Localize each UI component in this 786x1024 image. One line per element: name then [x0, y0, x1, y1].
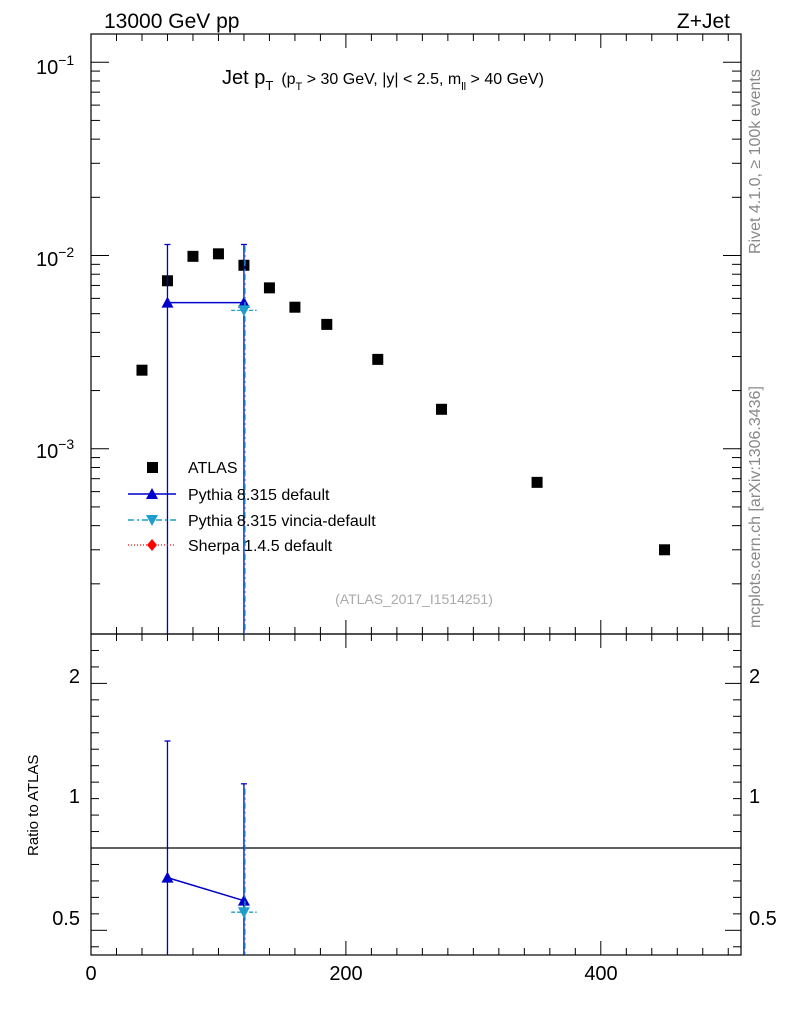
legend-label-sherpa: Sherpa 1.4.5 default [188, 538, 333, 555]
ratio-ylabel: Ratio to ATLAS [25, 755, 42, 856]
title-cuts-sub-a: T [296, 81, 303, 93]
atlas-data-point [372, 353, 384, 365]
ratio-plot-frame [90, 633, 742, 956]
pythia-vincia-point [237, 305, 250, 317]
atlas-data-point [289, 301, 301, 313]
ytick-label-1e-3: 10−3 [36, 436, 74, 463]
legend-marker-pythia-vincia [146, 515, 158, 526]
pythia-default-ratio-point [237, 894, 250, 906]
pythia-default-point [161, 296, 174, 308]
pythia-default-ratio-point [161, 871, 174, 883]
legend-label-atlas: ATLAS [188, 460, 238, 477]
title-cuts-c: > 40 GeV) [466, 71, 544, 88]
atlas-data-point [212, 248, 224, 260]
axes-group [90, 34, 741, 955]
legend: ATLAS Pythia 8.315 default Pythia 8.315 … [128, 460, 376, 555]
atlas-data-point [187, 250, 199, 262]
ratio-tick-label-right-2: 2 [749, 666, 760, 688]
atlas-data-point [321, 318, 333, 330]
atlas-data-point [136, 364, 148, 376]
plot-title: Jet pT (pT > 30 GeV, |y| < 2.5, mll > 40 … [222, 67, 544, 93]
ytick-label-1e-2: 10−2 [36, 244, 74, 271]
pythia-vincia-ratio-point [237, 907, 250, 919]
marks-group [136, 243, 671, 955]
atlas-data-point [263, 282, 275, 294]
title-main-sub: T [265, 78, 273, 93]
title-cuts-b: > 30 GeV, |y| < 2.5, m [302, 71, 461, 88]
legend-label-pythia-default: Pythia 8.315 default [188, 487, 330, 504]
ratio-tick-label-right-1: 1 [749, 786, 760, 808]
ratio-tick-label-0-5: 0.5 [52, 908, 80, 930]
mcplots-label: mcplots.cern.ch [arXiv:1306.3436] [747, 386, 764, 628]
legend-marker-pythia-default [146, 488, 158, 499]
legend-label-pythia-vincia: Pythia 8.315 vincia-default [188, 513, 376, 530]
atlas-data-point [435, 403, 447, 415]
legend-marker-atlas [147, 462, 158, 473]
analysis-watermark: (ATLAS_2017_I1514251) [335, 591, 493, 607]
atlas-data-point [659, 544, 671, 556]
ytick-label-1e-1: 10−1 [36, 52, 74, 79]
ratio-tick-label-right-0-5: 0.5 [749, 908, 777, 930]
ratio-tick-label-2: 2 [69, 666, 80, 688]
rivet-version-label: Rivet 4.1.0, ≥ 100k events [747, 69, 764, 254]
title-cuts-a: (p [281, 71, 295, 88]
title-main: Jet p [222, 67, 265, 89]
legend-marker-sherpa [147, 539, 157, 551]
header-left-label: 13000 GeV pp [104, 10, 239, 33]
ratio-tick-label-1: 1 [69, 786, 80, 808]
header-right-label: Z+Jet [677, 10, 730, 33]
title-cuts-sub-b: ll [461, 81, 466, 93]
pythia-default-ratio-line [167, 876, 245, 902]
xtick-label-200: 200 [329, 963, 362, 985]
atlas-data-point [531, 476, 543, 488]
xtick-label-0: 0 [85, 963, 96, 985]
xtick-label-400: 400 [584, 963, 617, 985]
pythia-default-point [237, 296, 250, 308]
